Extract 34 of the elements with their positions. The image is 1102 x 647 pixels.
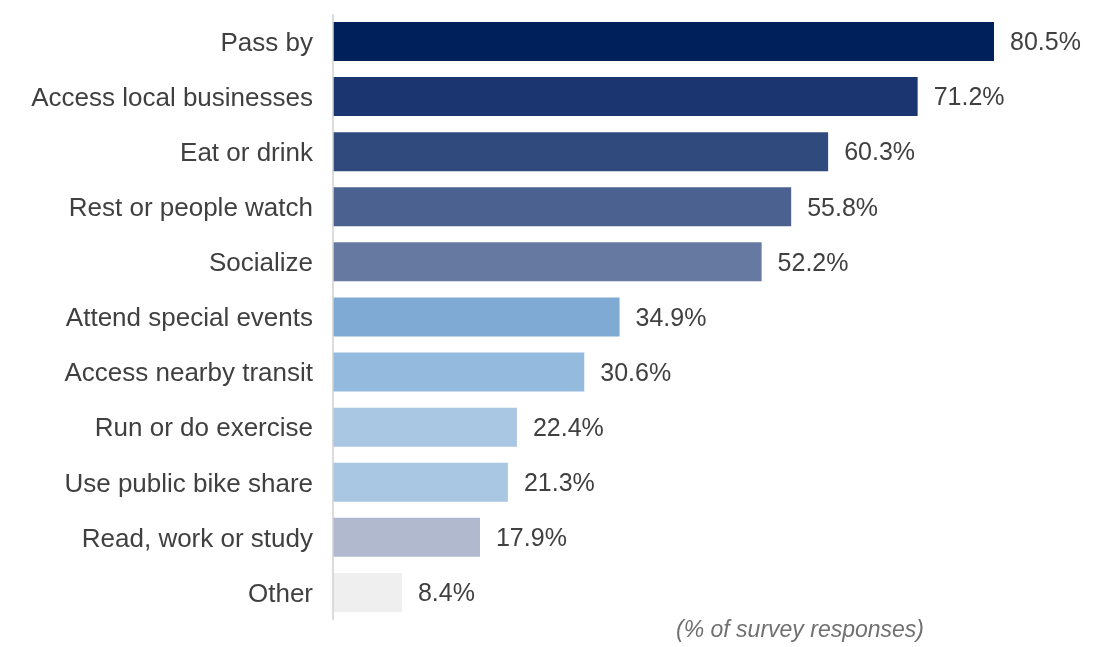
y-tick-label: Other: [247, 577, 314, 608]
bar: [333, 77, 918, 117]
annotation: (% of survey responses): [676, 616, 924, 642]
bar: [333, 572, 402, 612]
data-label: 80.5%: [1010, 27, 1081, 56]
bar: [333, 22, 994, 61]
bar: [333, 187, 792, 227]
data-label: 34.9%: [635, 302, 707, 331]
y-tick-label: Attend special events: [65, 302, 313, 333]
data-label: 52.2%: [777, 247, 849, 276]
data-label: 30.6%: [600, 357, 672, 386]
y-tick-label: Access nearby transit: [64, 357, 314, 388]
data-label: 60.3%: [844, 137, 916, 166]
bar: [333, 352, 585, 392]
bar: [333, 462, 508, 502]
bar: [333, 407, 517, 447]
data-label: 8.4%: [417, 578, 475, 607]
bar: [333, 517, 480, 557]
bar: [333, 132, 829, 172]
data-label: 71.2%: [933, 82, 1005, 111]
y-tick-label: Access local businesses: [31, 81, 313, 112]
bar: [333, 297, 620, 337]
data-label: 22.4%: [532, 412, 604, 441]
y-tick-label: Use public bike share: [64, 467, 313, 498]
y-tick-label: Pass by: [220, 26, 313, 57]
bar: [333, 242, 762, 282]
y-tick-label: Rest or people watch: [68, 192, 313, 223]
data-label: 55.8%: [807, 192, 879, 221]
y-tick-label: Socialize: [208, 247, 313, 278]
y-tick-label: Eat or drink: [180, 136, 314, 167]
y-tick-label: Read, work or study: [81, 522, 313, 553]
data-label: 21.3%: [523, 467, 595, 496]
data-label: 17.9%: [495, 523, 567, 552]
y-tick-label: Run or do exercise: [94, 412, 313, 443]
